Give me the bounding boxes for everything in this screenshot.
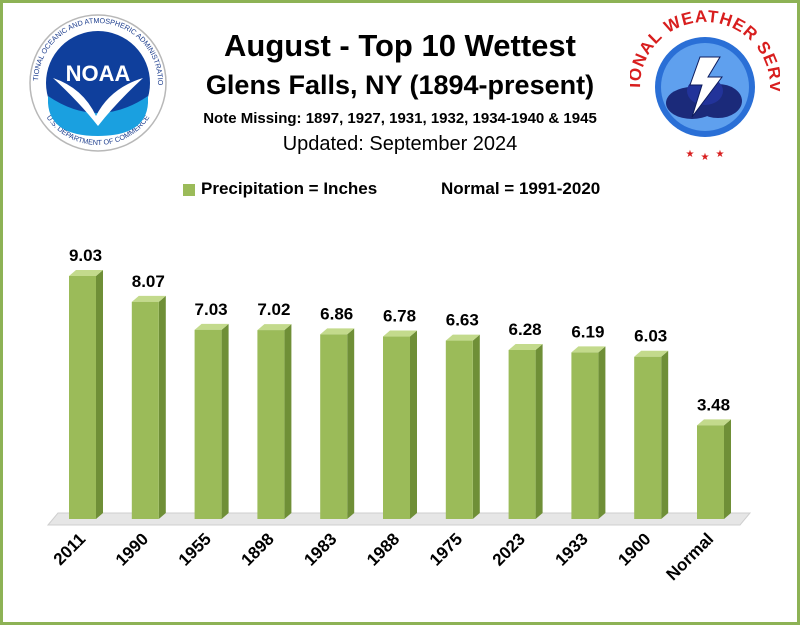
bar-top	[445, 334, 480, 341]
legend-swatch	[183, 184, 195, 196]
nws-star-icon: ★	[716, 149, 725, 160]
bar-side	[472, 334, 480, 519]
noaa-center-text: NOAA	[66, 61, 131, 86]
legend: Precipitation = Inches Normal = 1991-202…	[0, 179, 800, 203]
bar-top	[320, 328, 355, 335]
bar-top	[69, 270, 103, 276]
bar-top	[571, 346, 606, 353]
x-tick-label: 2023	[489, 529, 529, 569]
bar-top	[131, 295, 166, 302]
bar-side	[535, 344, 543, 519]
bar-side	[96, 270, 103, 519]
bar	[69, 276, 96, 519]
data-label: 7.02	[257, 300, 290, 319]
bar-side	[598, 346, 606, 519]
data-label: 8.07	[132, 272, 165, 291]
bar-top	[194, 323, 229, 330]
bar-side	[158, 295, 166, 519]
data-label: 6.78	[383, 307, 416, 326]
x-tick-label: Normal	[662, 529, 717, 584]
bar-side	[221, 323, 229, 519]
bar	[131, 301, 159, 519]
x-tick-label: 1898	[238, 529, 278, 569]
nws-star-icon: ★	[701, 152, 710, 163]
legend-normal-label: Normal = 1991-2020	[441, 179, 601, 198]
bar	[194, 329, 222, 519]
missing-years-note: Note Missing: 1897, 1927, 1931, 1932, 19…	[203, 110, 597, 127]
noaa-logo: NATIONAL OCEANIC AND ATMOSPHERIC ADMINIS…	[28, 8, 167, 152]
data-label: 9.03	[69, 246, 102, 265]
data-label: 6.86	[320, 304, 353, 323]
updated-date: Updated: September 2024	[282, 133, 518, 155]
bar	[508, 350, 536, 519]
data-label: 6.19	[571, 322, 604, 341]
x-tick-label: 1900	[614, 529, 654, 569]
bar-top	[383, 330, 417, 337]
legend-series-label: Precipitation = Inches	[201, 179, 378, 198]
x-tick-label: 1983	[300, 529, 340, 569]
bar	[697, 425, 724, 519]
data-label: 6.28	[509, 320, 542, 339]
x-tick-label: 1990	[112, 529, 152, 569]
bar-top	[634, 350, 669, 357]
data-label: 7.03	[195, 300, 228, 319]
data-label: 6.63	[446, 311, 479, 330]
x-tick-label: 1988	[363, 529, 403, 569]
bar-side	[724, 419, 731, 519]
bar-side	[347, 328, 355, 519]
bar-top	[508, 344, 543, 351]
chart-subtitle: Glens Falls, NY (1894-present)	[205, 70, 595, 100]
data-label: 6.03	[634, 327, 667, 346]
bar-side	[284, 324, 292, 519]
x-tick-label: 1933	[552, 529, 592, 569]
x-tick-label: 2011	[50, 529, 90, 569]
bar	[383, 336, 410, 519]
bar	[571, 352, 599, 519]
bar-top	[697, 419, 731, 426]
chart-title: August - Top 10 Wettest	[224, 28, 576, 63]
x-tick-label: 1955	[175, 529, 215, 569]
bar	[445, 340, 473, 519]
data-label: 3.48	[697, 395, 730, 414]
nws-logo: NATIONAL WEATHER SERVICE ★ ★ ★	[630, 5, 780, 163]
bar-side	[661, 350, 669, 519]
nws-star-icon: ★	[686, 149, 695, 160]
bar-top	[257, 324, 292, 331]
x-tick-label: 1975	[426, 529, 466, 569]
bar	[320, 334, 348, 519]
bar-side	[410, 330, 417, 519]
bar	[257, 330, 285, 519]
bar	[634, 356, 662, 519]
